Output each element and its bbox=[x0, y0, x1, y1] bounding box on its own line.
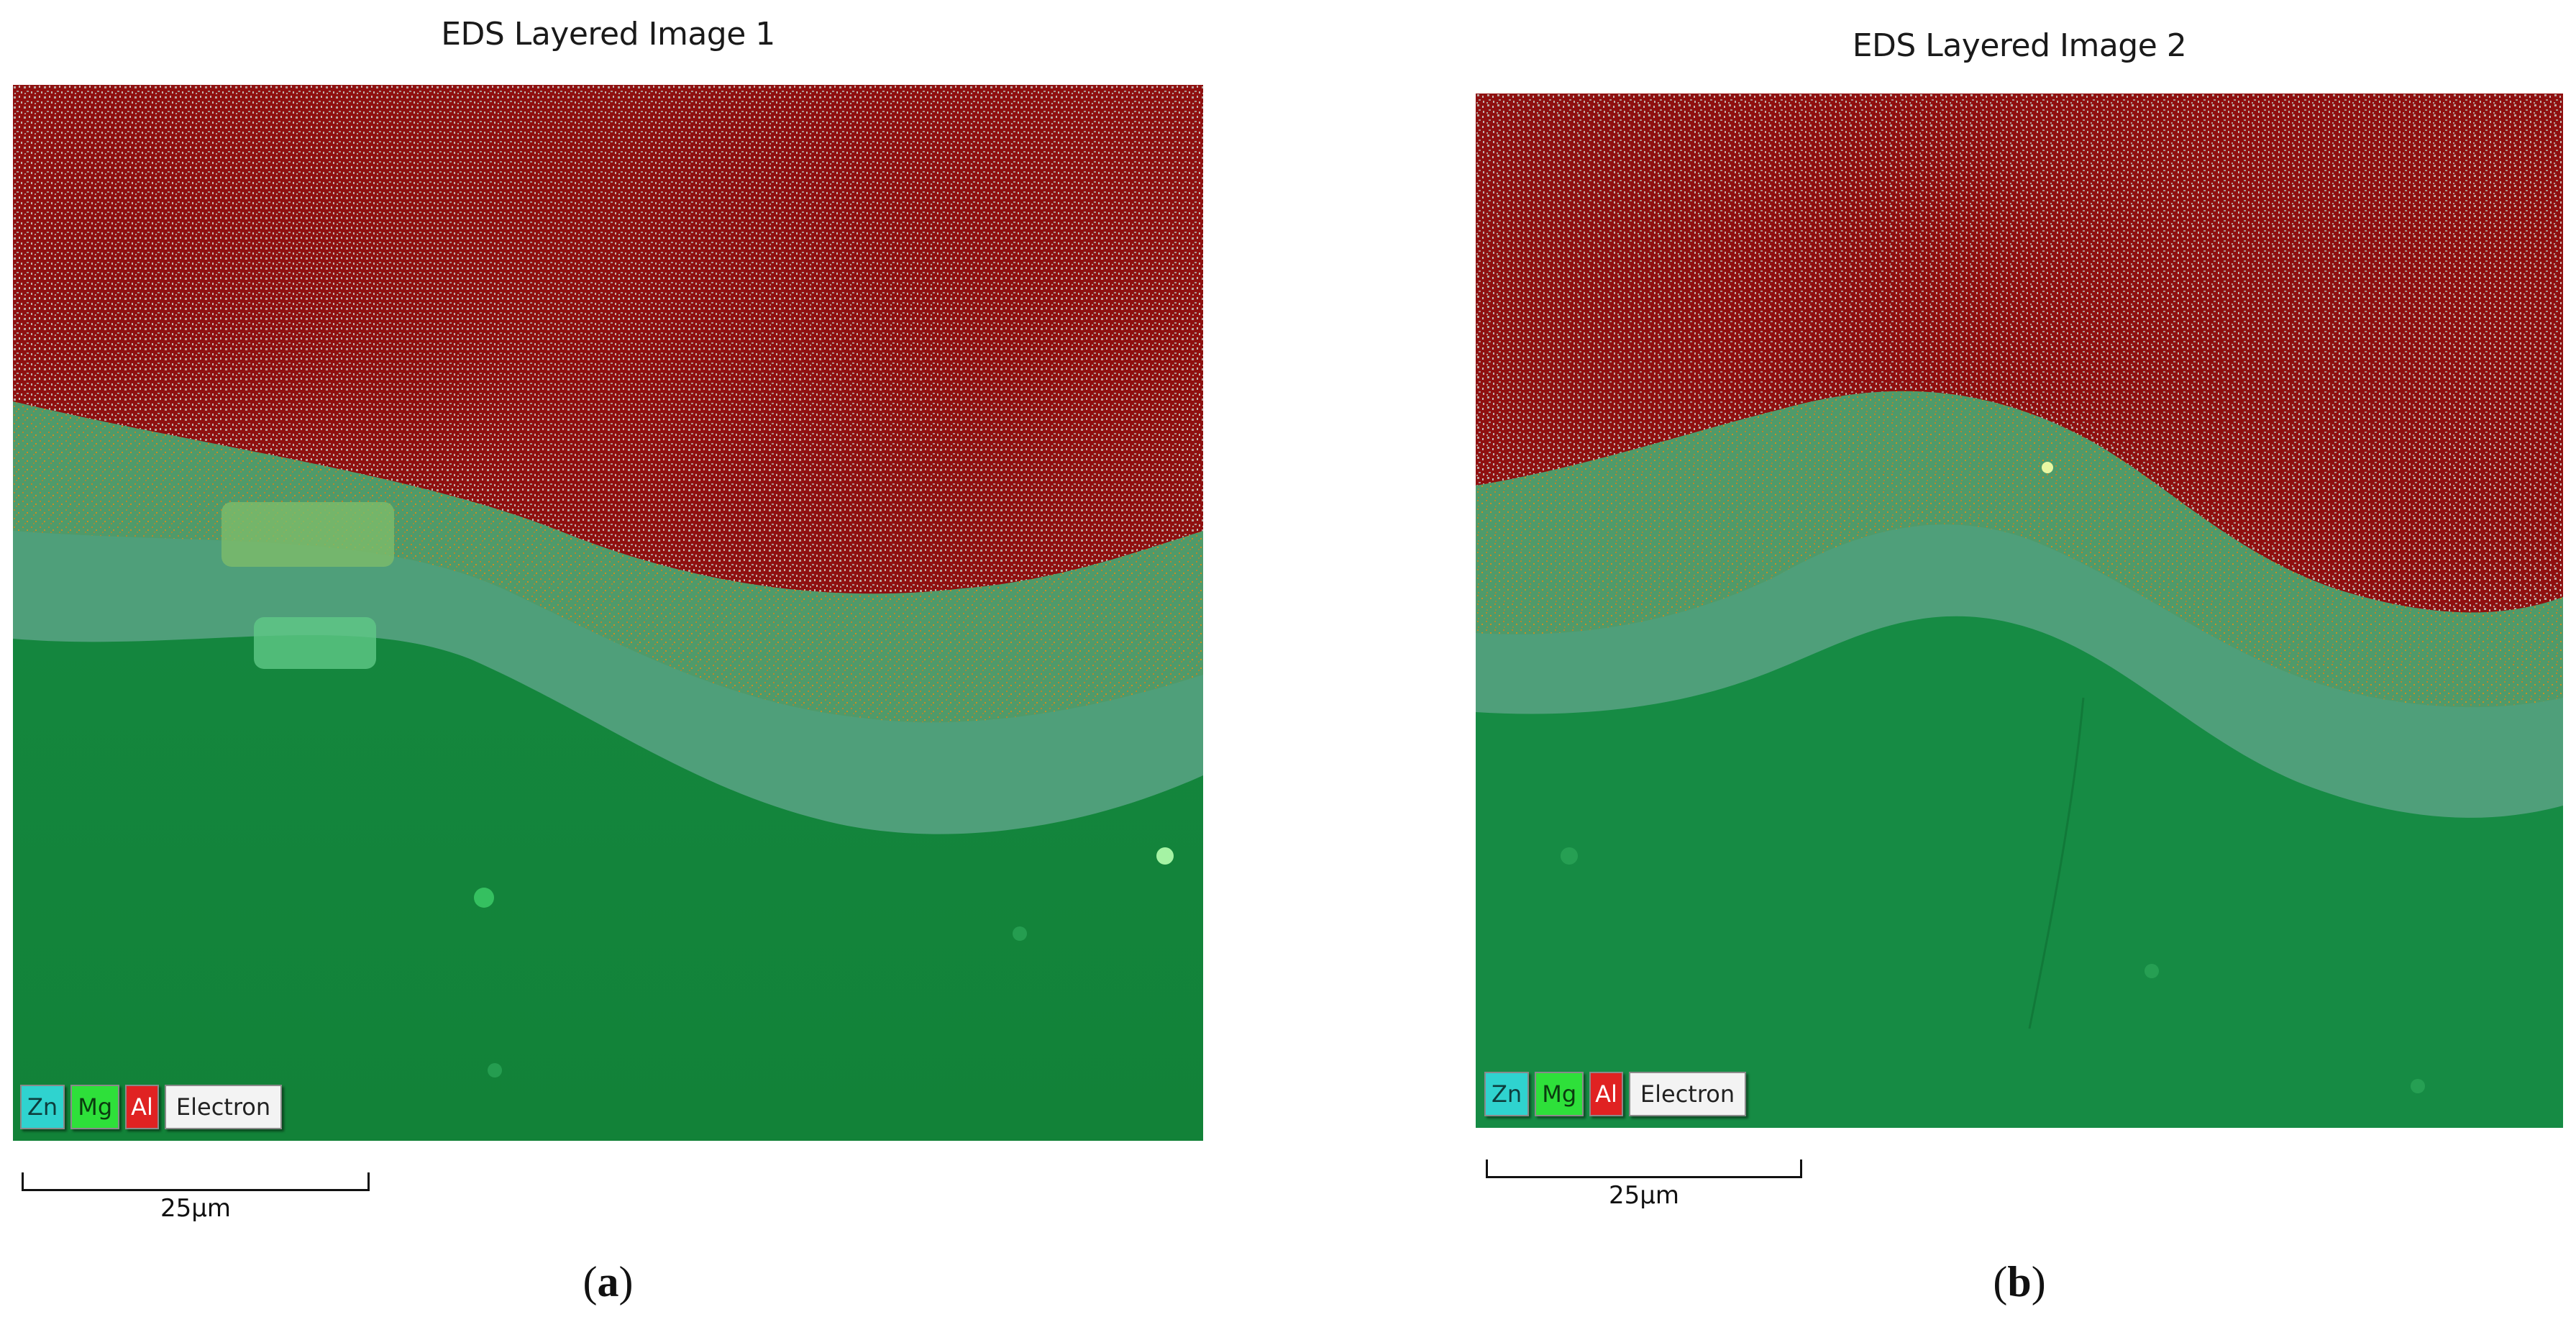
panel-a-caption: (a) bbox=[583, 1258, 634, 1306]
panel-a-title: EDS Layered Image 1 bbox=[441, 16, 775, 53]
legend-mg-chip: Mg bbox=[70, 1085, 120, 1129]
panel-a-scale-label: 25µm bbox=[160, 1194, 231, 1223]
panel-a-scale-bar: 25µm bbox=[22, 1172, 370, 1223]
panel-b-eds-map: Zn Mg Al Electron bbox=[1476, 94, 2563, 1128]
legend-mg-chip: Mg bbox=[1535, 1072, 1584, 1116]
panel-b-title: EDS Layered Image 2 bbox=[1852, 27, 2187, 64]
panel-a-caption-letter: a bbox=[597, 1258, 619, 1306]
legend-zn-chip: Zn bbox=[20, 1085, 65, 1129]
legend-electron-chip: Electron bbox=[1628, 1072, 1747, 1116]
panel-b-caption: (b) bbox=[1993, 1258, 2046, 1306]
panel-b-legend: Zn Mg Al Electron bbox=[1484, 1072, 1747, 1116]
panel-b-scale-label: 25µm bbox=[1608, 1181, 1679, 1210]
legend-zn-chip: Zn bbox=[1484, 1072, 1530, 1116]
panel-b-eds-map-image bbox=[1476, 94, 2563, 1128]
panel-b: EDS Layered Image 2 bbox=[1476, 0, 2563, 1335]
panel-a-eds-map-image bbox=[13, 85, 1203, 1141]
panel-a-eds-map: Zn Mg Al Electron bbox=[13, 85, 1203, 1141]
panel-a-legend: Zn Mg Al Electron bbox=[20, 1085, 283, 1129]
panel-b-caption-letter: b bbox=[2007, 1258, 2032, 1306]
legend-al-chip: Al bbox=[1589, 1072, 1623, 1116]
legend-al-chip: Al bbox=[125, 1085, 159, 1129]
panel-b-scale-bar: 25µm bbox=[1486, 1159, 1802, 1210]
legend-electron-chip: Electron bbox=[164, 1085, 283, 1129]
panel-a: EDS Layered Image 1 bbox=[13, 0, 1203, 1335]
